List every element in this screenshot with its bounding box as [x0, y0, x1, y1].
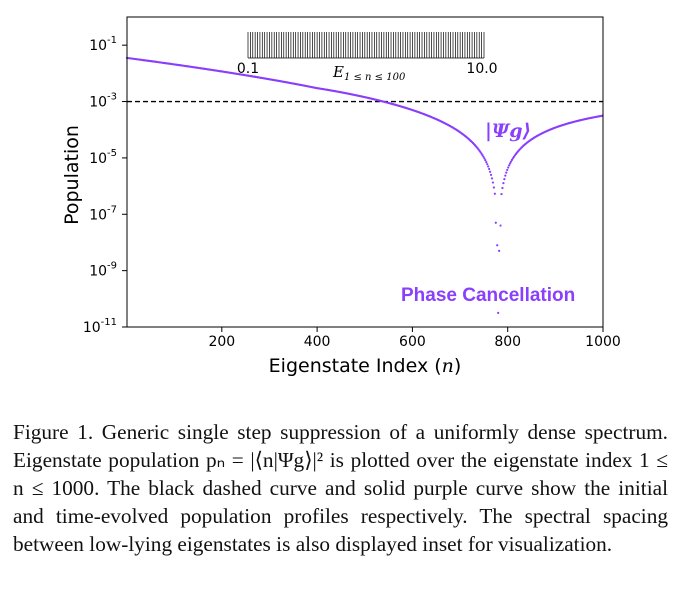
- evolved-point: [490, 177, 494, 180]
- plot-frame: [126, 16, 604, 328]
- evolved-point: [482, 155, 485, 158]
- x-axis-label-text: Eigenstate Index: [269, 355, 429, 377]
- y-axis-ticks: 10-1 10-3 10-5 10-7 10-9 10-11: [83, 35, 127, 336]
- evolved-point: [487, 165, 490, 168]
- evolved-point: [509, 160, 513, 163]
- x-tick-label: 200: [208, 334, 235, 350]
- dip-point: [499, 224, 502, 227]
- evolved-point: [508, 162, 512, 165]
- dip-point: [496, 244, 499, 247]
- evolved-point: [507, 166, 510, 169]
- evolved-point: [488, 170, 492, 173]
- evolved-point: [508, 164, 511, 167]
- phase-cancellation-label: Phase Cancellation: [401, 285, 575, 306]
- figure-chart: 200 400 600 800 1000 10-110-310-510-710-910-…: [61, 16, 621, 377]
- series-layer: [125, 56, 604, 315]
- evolved-point: [489, 173, 493, 176]
- evolved-point: [506, 168, 509, 172]
- x-axis-ticks: 200 400 600 800 1000: [208, 327, 621, 350]
- x-tick-label: 600: [399, 334, 426, 350]
- y-tick-label: 10-7: [89, 204, 117, 223]
- x-axis-label-var: n: [442, 355, 454, 377]
- evolved-point: [501, 186, 504, 190]
- evolved-point: [500, 192, 503, 196]
- evolved-point: [504, 174, 507, 177]
- inset-end-label: 10.0: [466, 61, 497, 77]
- inset-start-label: 0.1: [237, 61, 259, 77]
- evolved-point: [505, 171, 508, 174]
- x-tick-label: 400: [304, 334, 331, 350]
- evolved-point: [492, 186, 495, 189]
- evolved-point: [493, 192, 496, 195]
- evolved-point: [503, 177, 506, 181]
- x-tick-label: 1000: [585, 334, 621, 350]
- x-tick-label: 800: [494, 334, 521, 350]
- dip-point: [497, 311, 500, 315]
- dip-point: [498, 249, 501, 253]
- evolved-point: [481, 153, 484, 157]
- evolved-point: [486, 163, 489, 166]
- inset-energy-label: E1 ≤ n ≤ 100: [332, 63, 406, 83]
- y-axis-label: Population: [61, 125, 83, 225]
- x-axis-label: Eigenstate Index (n): [269, 355, 462, 377]
- evolved-point: [483, 157, 486, 160]
- y-tick-label: 10-5: [89, 148, 117, 167]
- y-tick-label: 10-11: [83, 317, 117, 336]
- evolved-point: [491, 181, 495, 184]
- evolved-point: [485, 160, 488, 164]
- figure-caption: Figure 1. Generic single step suppressio…: [13, 420, 668, 556]
- y-tick-label: 10-1: [89, 35, 117, 54]
- inset-spectrum: 0.1 10.0 E1 ≤ n ≤ 100: [237, 32, 498, 83]
- evolved-point: [484, 159, 487, 162]
- y-tick-label: 10-9: [89, 261, 117, 280]
- y-tick-label: 10-3: [89, 92, 117, 111]
- dip-point: [494, 221, 497, 224]
- evolved-point: [488, 167, 491, 171]
- evolved-point: [502, 182, 505, 185]
- series-time-evolved: [125, 56, 604, 315]
- psi-annotation: |Ψg⟩: [485, 120, 531, 142]
